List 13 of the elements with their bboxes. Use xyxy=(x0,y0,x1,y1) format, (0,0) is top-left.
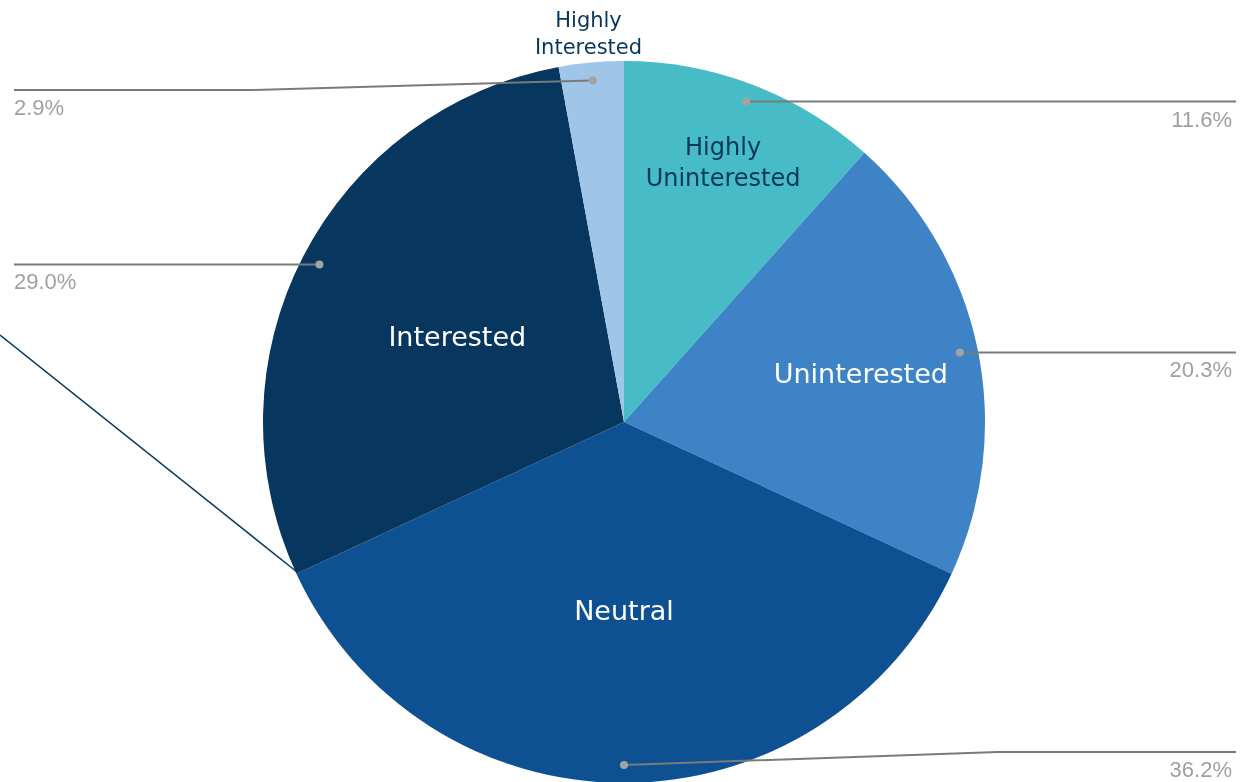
data-label: 29.0% xyxy=(14,269,77,295)
pie-slice xyxy=(558,61,624,422)
slice-label: Highly Uninterested xyxy=(645,132,801,192)
slice-label: Interested xyxy=(388,320,527,352)
pie-slice xyxy=(296,422,952,782)
slice-label: Neutral xyxy=(574,594,674,626)
pie-slice xyxy=(263,66,624,574)
data-label: 2.9% xyxy=(14,95,65,120)
slice-label: Highly Interested xyxy=(534,8,643,60)
data-label: 36.2% xyxy=(1169,757,1232,782)
data-label: 20.3% xyxy=(1169,357,1232,383)
data-label: 11.6% xyxy=(1171,106,1232,132)
slice-label: Uninterested xyxy=(773,357,948,389)
